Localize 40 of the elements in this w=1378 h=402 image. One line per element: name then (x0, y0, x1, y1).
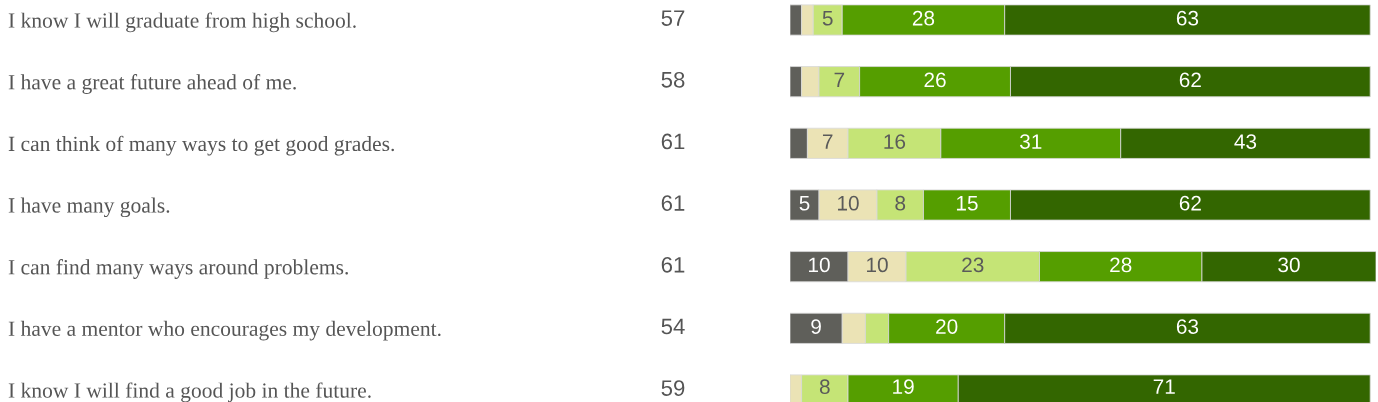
data-label: 15 (956, 196, 978, 211)
y-tick-label: I can think of many ways to get good grades. (8, 135, 394, 156)
data-label: 31 (1019, 134, 1042, 149)
data-label: 5 (822, 11, 833, 26)
data-label: 63 (1176, 319, 1199, 334)
data-label: 23 (962, 257, 984, 273)
data-label: 26 (924, 72, 946, 88)
data-label: 7 (834, 72, 845, 88)
y-tick-label: I can find many ways around problems. (8, 259, 348, 279)
y-tick-label: I have a great future ahead of me. (8, 74, 296, 94)
y-tick-label: I have many goals. (8, 197, 170, 218)
text: 54 (661, 318, 685, 335)
data-label: 43 (1234, 134, 1257, 149)
data-label: 28 (1110, 257, 1132, 273)
y-tick-label: I know I will find a good job in the future. (8, 382, 371, 402)
data-label: 8 (895, 195, 906, 211)
data-label: 20 (936, 319, 958, 334)
data-label: 8 (819, 379, 830, 395)
data-label: 10 (838, 195, 859, 211)
text: 58 (661, 71, 685, 88)
data-label: 10 (867, 257, 888, 273)
data-label: 7 (822, 134, 833, 149)
data-label: 10 (809, 257, 830, 273)
text: 61 (661, 256, 685, 273)
y-tick-label: I know I will graduate from high school. (8, 12, 356, 33)
data-label: 16 (884, 134, 906, 149)
data-label: 71 (1153, 379, 1175, 394)
data-label: 19 (893, 379, 914, 395)
data-label: 28 (912, 10, 935, 26)
text: 57 (661, 10, 685, 26)
data-label: 62 (1179, 72, 1201, 88)
y-tick-label: I have a mentor who encourages my development. (8, 320, 441, 341)
text: 61 (661, 133, 685, 150)
data-label: 30 (1278, 257, 1300, 273)
data-label: 9 (811, 319, 821, 334)
data-label: 62 (1179, 195, 1201, 211)
data-label: 5 (799, 196, 810, 211)
text: 61 (661, 195, 685, 211)
data-label: 63 (1176, 10, 1199, 26)
text: 59 (661, 380, 685, 396)
